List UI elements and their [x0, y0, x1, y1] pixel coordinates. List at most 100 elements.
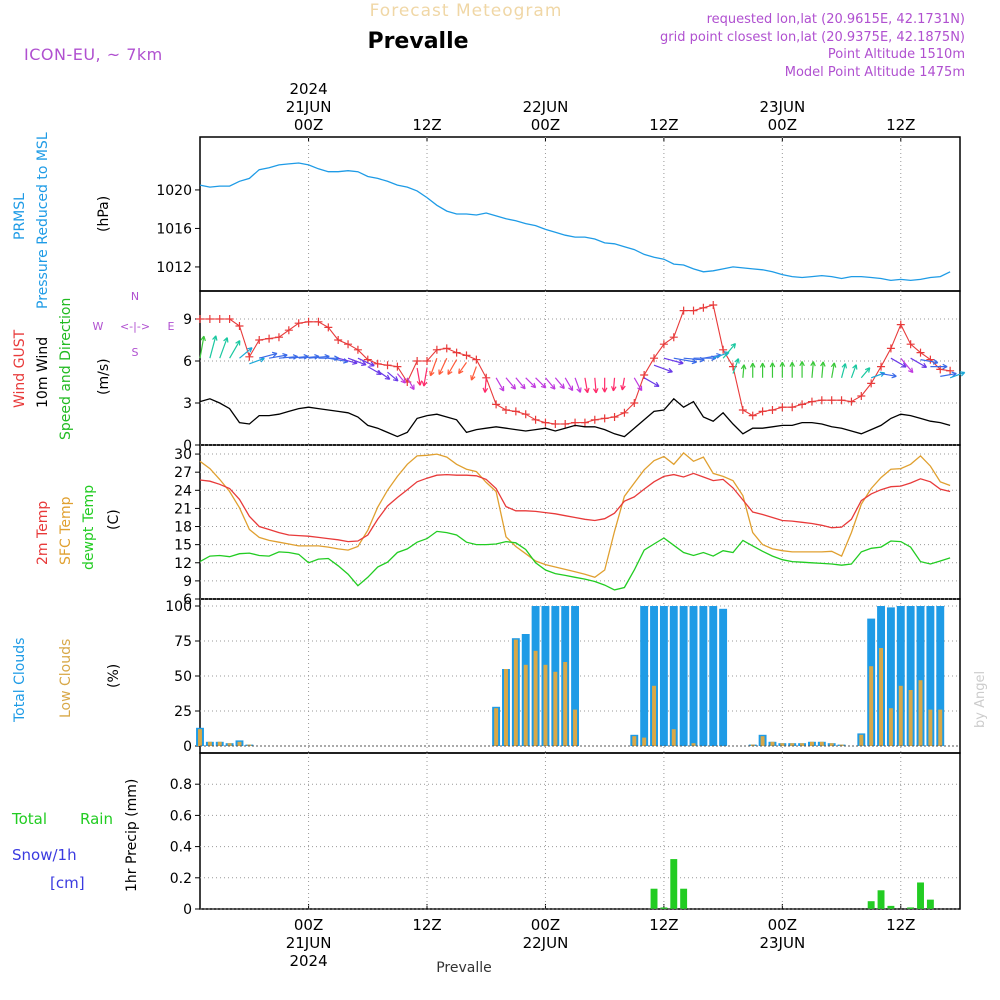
gust-point	[284, 326, 293, 335]
gust-point	[896, 320, 905, 329]
bottom-tick-label: 22JUN	[523, 934, 569, 952]
wind-direction-arrow	[209, 335, 218, 359]
precip-unit: 1hr Precip (mm)	[124, 779, 140, 892]
gust-point	[946, 366, 955, 375]
low-cloud-bar	[563, 662, 568, 746]
clouds-tick-label: 0	[183, 739, 192, 755]
bottom-tick-label: 2024	[289, 952, 327, 970]
low-cloud-bar	[908, 690, 913, 746]
wind-direction-arrow	[653, 364, 673, 374]
gust-point	[580, 418, 589, 427]
low-cloud-bar	[198, 729, 202, 746]
gust-point	[353, 345, 362, 354]
pressure-label-2: Pressure Reduced to MSL	[35, 132, 51, 309]
gust-point	[916, 348, 925, 357]
total-cloud-bar	[669, 606, 678, 746]
gust-point	[817, 396, 826, 405]
precip-total-label: Total	[11, 810, 47, 828]
clouds-tick-label: 100	[165, 599, 192, 615]
compass-w: W	[93, 320, 104, 333]
low-cloud-bar	[839, 744, 844, 746]
wind-direction-arrow	[673, 357, 697, 365]
wind-direction-arrow	[920, 359, 939, 365]
wind-direction-arrow	[447, 359, 458, 375]
gust-point	[215, 315, 224, 323]
total-cloud-bar	[926, 606, 935, 746]
gust-point	[511, 407, 520, 416]
total-cloud-bar	[571, 606, 580, 746]
wind-direction-arrow	[713, 351, 730, 359]
low-cloud-bar	[494, 708, 499, 746]
rain-bar	[877, 890, 885, 909]
gust-point	[798, 400, 807, 409]
gust-point	[225, 315, 234, 323]
wind-direction-arrow	[940, 371, 957, 378]
gust-point	[452, 348, 461, 357]
wind-direction-arrow	[396, 373, 406, 384]
wind-direction-arrow	[890, 357, 907, 368]
low-cloud-bar	[573, 709, 578, 746]
wind-unit: (m/s)	[96, 358, 112, 395]
wind-direction-label: Speed and Direction	[58, 298, 74, 440]
precip-tick-label: 0	[183, 902, 192, 918]
gust-point	[659, 340, 668, 349]
wind-direction-arrow	[574, 377, 582, 393]
low-cloud-bar	[898, 685, 903, 746]
low-cloud-bar	[760, 736, 765, 746]
wind-direction-arrow	[749, 362, 756, 378]
bottom-tick-label: 12Z	[412, 916, 441, 934]
wind-gust-label: Wind GUST	[12, 329, 28, 408]
wind-direction-arrow	[601, 377, 608, 393]
bottom-tick-label: 00Z	[768, 916, 797, 934]
total-cloud-bar	[650, 606, 658, 746]
model-label: ICON-EU, ~ 7km	[24, 45, 163, 64]
precip-snow-label: Snow/1h	[12, 846, 77, 864]
gust-point	[758, 407, 767, 416]
bottom-tick-label: 00Z	[531, 916, 560, 934]
data-marks	[196, 162, 966, 910]
top-tick-label: 00Z	[531, 116, 560, 134]
total-cloud-bar	[659, 606, 668, 746]
wind-direction-arrow	[759, 362, 766, 378]
low-cloud-bar	[750, 744, 755, 746]
gust-point	[383, 361, 392, 370]
low-cloud-bar	[523, 664, 528, 746]
low-cloud-bar	[829, 743, 834, 746]
gust-point	[205, 315, 214, 323]
total-cloud-bar	[709, 606, 718, 746]
total-cloud-bar	[886, 607, 895, 746]
gust-point	[788, 403, 797, 412]
sfc-temp-line	[199, 451, 951, 579]
temp-tick-label: 30	[174, 447, 192, 463]
gust-point	[906, 340, 915, 349]
wind-direction-arrow	[219, 337, 229, 359]
precip-cm-label: [cm]	[50, 874, 85, 892]
wind-direction-arrow	[870, 371, 886, 379]
gust-point	[344, 340, 353, 349]
wind-direction-arrow	[482, 377, 489, 393]
gust-point	[492, 400, 501, 409]
low-cloud-bar	[227, 743, 232, 746]
wind-direction-arrow	[229, 340, 241, 359]
wind-direction-arrow	[810, 361, 816, 378]
wind-direction-arrow	[367, 366, 382, 375]
gust-point	[886, 344, 895, 353]
temp-tick-label: 6	[183, 592, 192, 608]
gust-point	[827, 396, 836, 405]
wind-direction-arrow	[458, 362, 467, 375]
gust-point	[877, 362, 886, 371]
temp-unit: (C)	[106, 509, 122, 530]
gust-point	[442, 344, 451, 353]
top-tick-label: 12Z	[412, 116, 441, 134]
gust-point	[778, 403, 787, 412]
rain-bar	[926, 899, 934, 909]
low-cloud-bar	[533, 650, 538, 746]
gust-point	[541, 418, 550, 427]
low-cloud-bar	[504, 669, 508, 746]
total-cloud-bar	[640, 606, 649, 746]
station-name: Prevalle	[367, 29, 468, 54]
precip-tick-label: 0.2	[170, 871, 192, 887]
low-cloud-bar	[247, 744, 252, 746]
wind-direction-arrow	[740, 364, 747, 378]
